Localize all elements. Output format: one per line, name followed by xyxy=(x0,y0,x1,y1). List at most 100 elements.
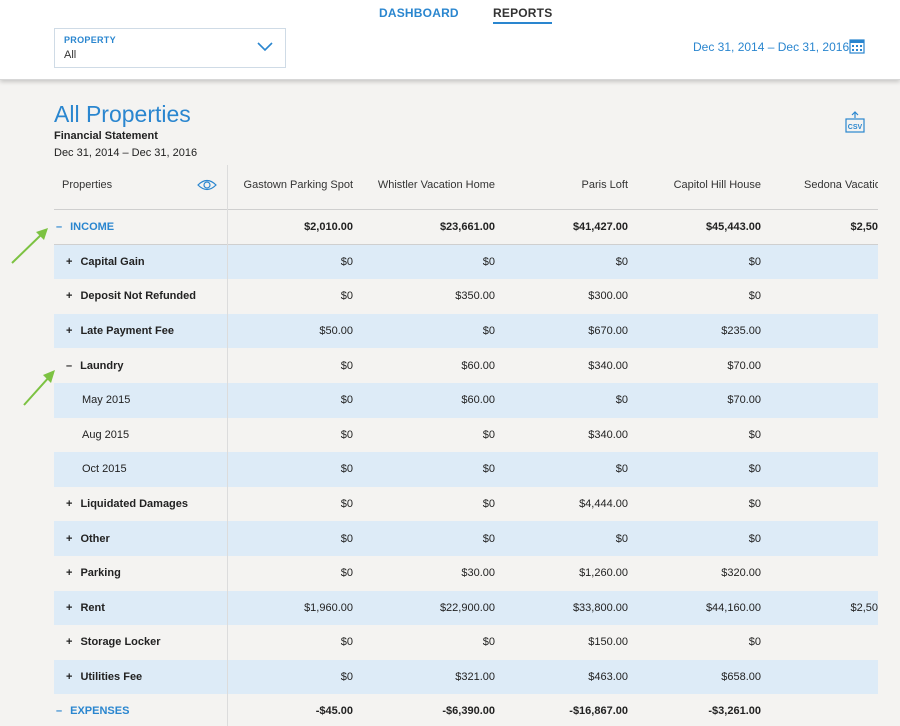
row-label-text: Capital Gain xyxy=(80,255,145,268)
csv-label: CSV xyxy=(848,124,863,131)
value-cell: $235.00 xyxy=(721,325,761,338)
value-cell: $33,800.00 xyxy=(572,601,628,614)
value-cell: $30.00 xyxy=(461,567,495,580)
row-label-text: Liquidated Damages xyxy=(80,498,189,511)
value-cell: $658.00 xyxy=(721,671,761,684)
table-row[interactable]: + Utilities Fee $0 $321.00 $463.00 $658.00 xyxy=(54,659,878,695)
table-row[interactable]: + Capital Gain $0 $0 $0 $0 xyxy=(54,244,878,280)
expand-toggle[interactable]: + xyxy=(66,498,73,511)
expand-toggle[interactable]: + xyxy=(66,567,73,580)
row-label[interactable]: – Laundry xyxy=(66,360,124,372)
row-label-text: Utilities Fee xyxy=(80,671,143,684)
properties-column-header: Properties xyxy=(62,179,113,191)
row-label-text: INCOME xyxy=(70,220,115,233)
value-cell: $0 xyxy=(748,255,761,268)
table-row[interactable]: – Laundry $0 $60.00 $340.00 $70.00 xyxy=(54,348,878,383)
column-header: Gastown Parking Spot xyxy=(243,179,353,191)
section-row[interactable]: – INCOME $2,010.00 $23,661.00 $41,427.00 $45,… xyxy=(54,210,878,245)
row-label[interactable]: + Deposit Not Refunded xyxy=(66,290,196,302)
row-label: May 2015 xyxy=(82,394,130,406)
table-row[interactable]: + Deposit Not Refunded $0 $350.00 $300.00 $0 xyxy=(54,279,878,314)
table-row[interactable]: + Parking $0 $30.00 $1,260.00 $320.00 xyxy=(54,556,878,591)
expand-toggle[interactable]: + xyxy=(66,636,73,649)
value-cell: $0 xyxy=(748,463,761,476)
expand-toggle[interactable]: + xyxy=(66,255,73,268)
value-cell: $0 xyxy=(482,428,495,441)
expand-toggle[interactable]: + xyxy=(66,532,73,545)
expand-toggle[interactable]: + xyxy=(66,325,73,338)
value-cell: $41,427.00 xyxy=(572,220,628,233)
value-cell: $0 xyxy=(340,394,353,407)
expand-toggle[interactable]: + xyxy=(66,290,73,303)
table-row[interactable]: + Liquidated Damages $0 $0 $4,444.00 $0 xyxy=(54,487,878,522)
value-cell: $22,900.00 xyxy=(439,601,495,614)
value-cell: $670.00 xyxy=(588,325,628,338)
expand-toggle[interactable]: + xyxy=(66,671,73,684)
property-select-value: All xyxy=(64,49,77,61)
row-label-text: Late Payment Fee xyxy=(80,325,174,338)
value-cell: $2,50 xyxy=(850,220,878,233)
row-label-text: May 2015 xyxy=(82,394,131,407)
property-select[interactable]: PROPERTY All xyxy=(54,28,286,68)
row-label: Aug 2015 xyxy=(82,429,129,441)
value-cell: $0 xyxy=(482,463,495,476)
table-header: Properties Gastown Parking Spot Whistler … xyxy=(54,165,878,210)
value-cell: $0 xyxy=(615,255,628,268)
value-cell: $0 xyxy=(340,290,353,303)
value-cell: $0 xyxy=(340,636,353,649)
chevron-down-icon xyxy=(257,42,273,52)
value-cell: -$45.00 xyxy=(315,705,353,718)
value-cell: $0 xyxy=(615,394,628,407)
section-label[interactable]: – EXPENSES xyxy=(56,705,129,717)
value-cell: $0 xyxy=(748,428,761,441)
value-cell: $0 xyxy=(615,532,628,545)
section-label[interactable]: – INCOME xyxy=(56,221,114,233)
value-cell: $0 xyxy=(482,255,495,268)
value-cell: $60.00 xyxy=(461,394,495,407)
column-header: Whistler Vacation Home xyxy=(377,179,495,191)
row-label[interactable]: + Utilities Fee xyxy=(66,671,142,683)
collapse-toggle[interactable]: – xyxy=(56,220,63,233)
section-row[interactable]: – EXPENSES -$45.00 -$6,390.00 -$16,867.00 -$3… xyxy=(54,694,878,726)
collapse-toggle[interactable]: – xyxy=(66,359,73,372)
value-cell: $0 xyxy=(748,636,761,649)
collapse-toggle[interactable]: – xyxy=(56,705,63,718)
row-label[interactable]: + Other xyxy=(66,533,110,545)
report-subtitle: Financial Statement xyxy=(54,130,158,142)
row-label[interactable]: + Liquidated Damages xyxy=(66,498,188,510)
value-cell: $0 xyxy=(482,498,495,511)
eye-icon[interactable] xyxy=(197,178,217,192)
date-range-picker[interactable]: Dec 31, 2014 – Dec 31, 2016 xyxy=(693,40,850,54)
row-label-text: Other xyxy=(80,532,110,545)
value-cell: -$3,261.00 xyxy=(708,705,761,718)
value-cell: $0 xyxy=(482,636,495,649)
value-cell: $2,50 xyxy=(850,601,878,614)
row-label-text: Storage Locker xyxy=(80,636,161,649)
row-label[interactable]: + Late Payment Fee xyxy=(66,325,174,337)
table-row[interactable]: + Other $0 $0 $0 $0 xyxy=(54,521,878,556)
value-cell: $0 xyxy=(748,290,761,303)
row-label-text: Oct 2015 xyxy=(82,463,127,476)
value-cell: $0 xyxy=(748,498,761,511)
csv-export-icon[interactable]: CSV xyxy=(843,110,867,134)
value-cell: $0 xyxy=(340,567,353,580)
table-row[interactable]: + Storage Locker $0 $0 $150.00 $0 xyxy=(54,625,878,660)
value-cell: $44,160.00 xyxy=(705,601,761,614)
row-label[interactable]: + Storage Locker xyxy=(66,636,161,648)
row-label: Oct 2015 xyxy=(82,463,127,475)
calendar-icon[interactable] xyxy=(849,38,865,54)
row-label[interactable]: + Rent xyxy=(66,602,105,614)
row-label-text: Aug 2015 xyxy=(82,428,130,441)
table-row[interactable]: + Late Payment Fee $50.00 $0 $670.00 $235.00 xyxy=(54,313,878,349)
expand-toggle[interactable]: + xyxy=(66,601,73,614)
row-label[interactable]: + Parking xyxy=(66,567,121,579)
value-cell: $0 xyxy=(482,325,495,338)
column-header: Sedona Vacation R xyxy=(804,179,878,191)
nav-reports[interactable]: REPORTS xyxy=(493,6,553,24)
value-cell: $350.00 xyxy=(455,290,495,303)
table-row[interactable]: + Rent $1,960.00 $22,900.00 $33,800.00 $44,16… xyxy=(54,590,878,626)
row-label[interactable]: + Capital Gain xyxy=(66,256,145,268)
value-cell: $0 xyxy=(340,255,353,268)
table-row: May 2015 $0 $60.00 $0 $70.00 xyxy=(54,382,878,418)
nav-dashboard[interactable]: DASHBOARD xyxy=(379,6,459,20)
